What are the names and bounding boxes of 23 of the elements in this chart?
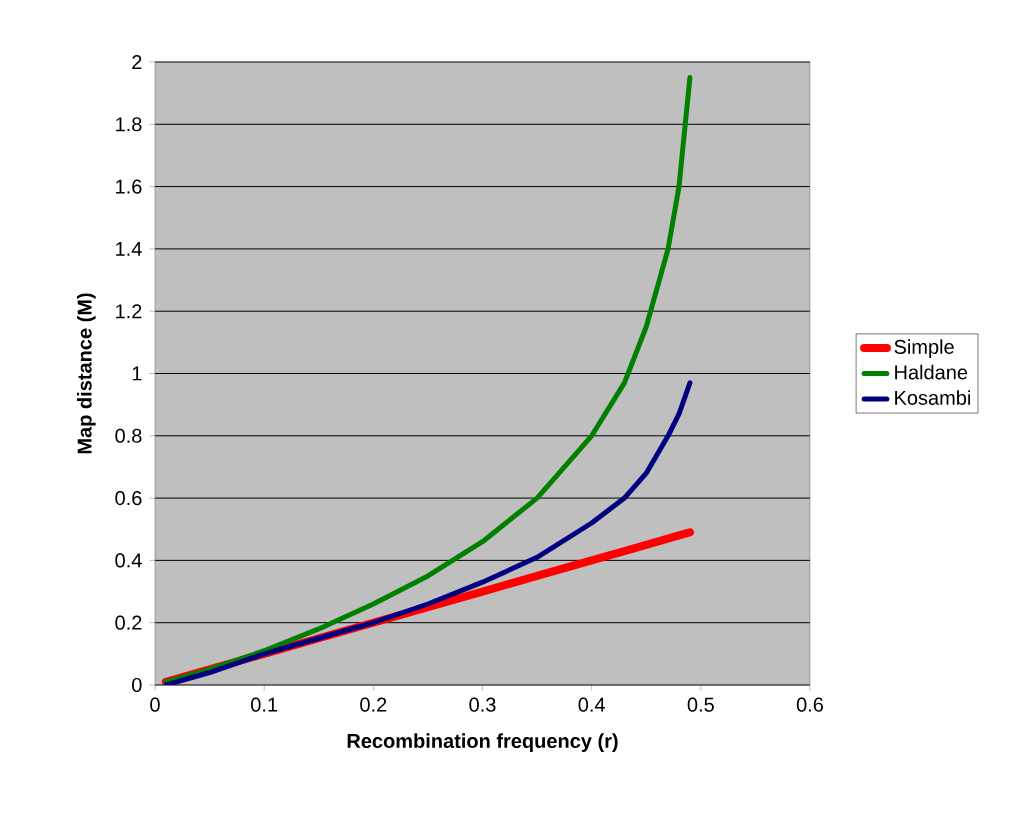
y-tick-label: 0.8	[115, 428, 142, 443]
legend-label: Haldane	[895, 364, 968, 380]
x-tick-label: 0.2	[360, 697, 387, 712]
x-tick-label: 0.1	[251, 697, 278, 712]
y-tick-label: 0.4	[115, 553, 142, 568]
y-tick-label: 1.2	[116, 304, 142, 319]
y-tick-label: 0.2	[115, 615, 142, 630]
x-tick-label: 0.3	[469, 697, 496, 712]
x-tick-label: 0.6	[796, 697, 824, 712]
x-tick-label: 0.5	[687, 697, 714, 712]
x-tick-label: 0	[150, 697, 160, 712]
y-tick-label: 1.4	[116, 242, 142, 256]
legend-label: Simple	[894, 339, 954, 358]
y-axis-title: Map distance (M)	[77, 293, 96, 454]
y-tick-label: 2	[132, 55, 142, 69]
legend-label: Kosambi	[895, 390, 970, 405]
y-tick-label: 0	[132, 677, 142, 693]
y-tick-label: 1.8	[116, 117, 142, 132]
x-axis-title: Recombination frequency (r)	[347, 733, 618, 752]
y-tick-label: 1	[132, 366, 142, 381]
y-tick-label: 0.6	[115, 491, 142, 506]
x-tick-label: 0.4	[578, 697, 605, 712]
y-tick-label: 1.6	[116, 179, 142, 194]
